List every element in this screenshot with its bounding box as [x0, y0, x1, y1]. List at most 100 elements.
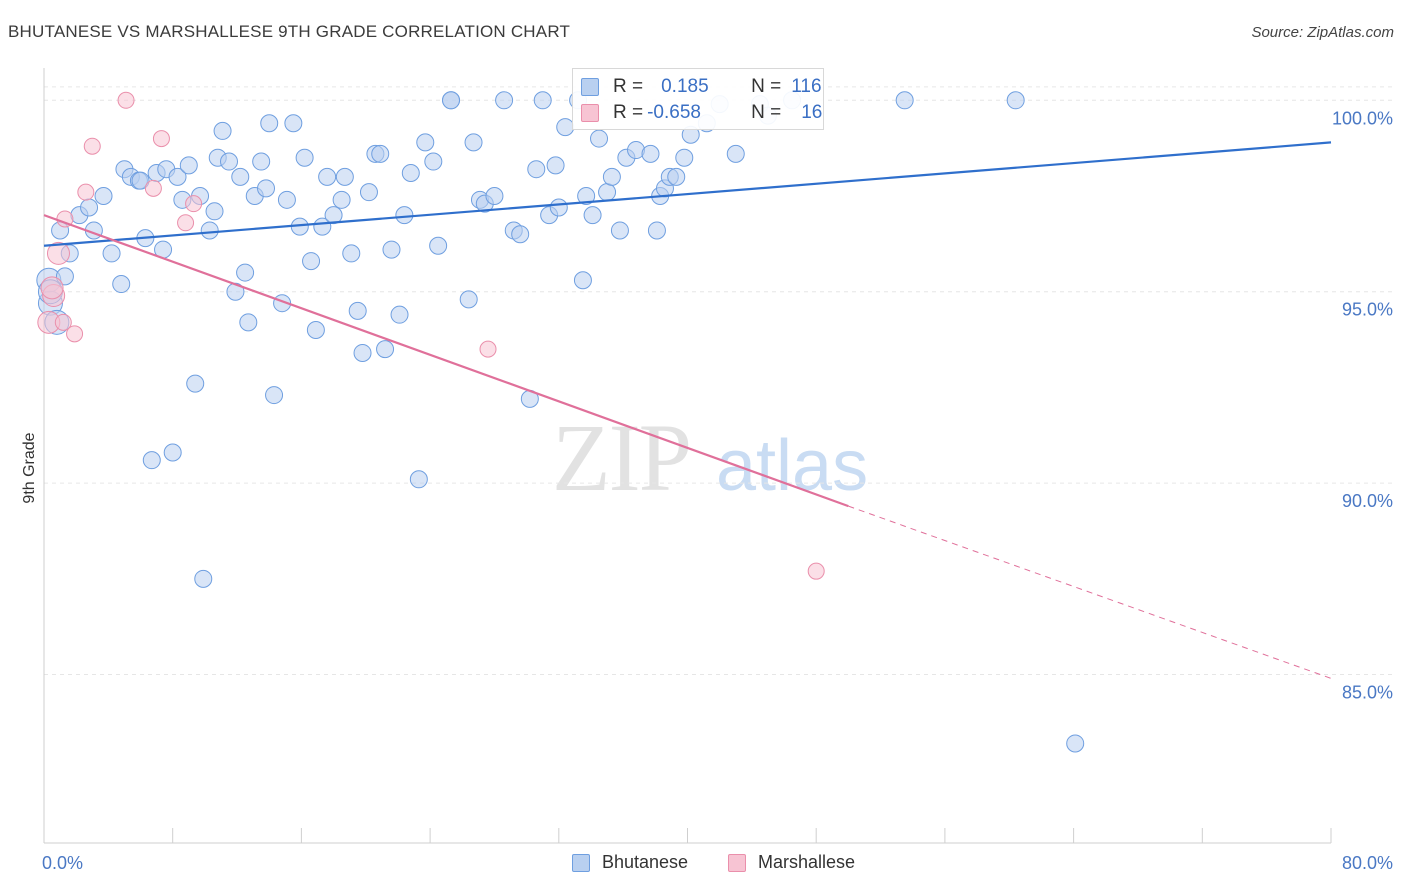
chart-source: Source: ZipAtlas.com [1251, 24, 1394, 41]
bhutanese-point [220, 152, 239, 171]
marshallese-trend-line [43, 214, 849, 508]
legend-n-label: N = [751, 76, 782, 97]
legend-swatch-bhutanese [572, 853, 590, 872]
tick-labels: 85.0% 90.0% 95.0% 100.0% 0.0% 80.0% [42, 108, 1393, 873]
legend-n-value: 16 [801, 102, 823, 123]
marshallese-point [152, 130, 170, 148]
bhutanese-point [647, 221, 666, 240]
marshallese-point [117, 91, 135, 109]
bhutanese-point [359, 183, 378, 202]
legend-swatch-bhutanese [581, 78, 599, 96]
bhutanese-point [549, 198, 568, 217]
bhutanese-point [667, 167, 686, 186]
bhutanese-point [577, 186, 596, 205]
watermark-atlas: atlas [716, 426, 869, 506]
bhutanese-point [102, 244, 121, 263]
axes [43, 68, 1332, 844]
x-tick-label: 0.0% [42, 853, 83, 873]
bhutanese-point [335, 167, 354, 186]
stats-legend: R = 0.185 N = 116 R = -0.658 N = 16 [572, 68, 824, 130]
bhutanese-points [36, 91, 1085, 753]
bhutanese-point [590, 129, 609, 148]
watermark-zip: ZIP [552, 404, 692, 511]
bhutanese-point [895, 91, 914, 110]
marshallese-trend-extension [848, 505, 1332, 679]
bhutanese-point [424, 152, 443, 171]
bhutanese-point [252, 152, 271, 171]
bhutanese-point [200, 221, 219, 240]
legend-item-marshallese[interactable]: Marshallese [728, 852, 855, 873]
marshallese-point [66, 325, 84, 343]
marshallese-point [83, 137, 101, 155]
legend-row-marshallese: R = -0.658 N = 16 [581, 102, 822, 124]
legend-item-bhutanese[interactable]: Bhutanese [572, 852, 688, 873]
bhutanese-point [284, 114, 303, 133]
marshallese-point [46, 241, 70, 265]
bhutanese-point [459, 290, 478, 309]
marshallese-points [37, 91, 825, 580]
bhutanese-point [511, 225, 530, 244]
bhutanese-point [527, 160, 546, 179]
marshallese-point [54, 313, 72, 331]
marshallese-point [40, 276, 64, 300]
series-legend: Bhutanese Marshallese [0, 852, 1406, 876]
bhutanese-point [429, 236, 448, 255]
marshallese-point [177, 214, 195, 232]
bhutanese-point [226, 282, 245, 301]
legend-r-value: 0.185 [661, 76, 709, 97]
bhutanese-point [1066, 734, 1085, 753]
bhutanese-point [94, 186, 113, 205]
bhutanese-point [442, 91, 461, 110]
bhutanese-point [464, 133, 483, 152]
legend-label-bhutanese: Bhutanese [602, 852, 689, 872]
bhutanese-point [726, 144, 745, 163]
bhutanese-point [353, 343, 372, 362]
legend-n-value: 116 [791, 76, 822, 97]
bhutanese-point [675, 148, 694, 167]
y-tick-label: 100.0% [1332, 108, 1393, 128]
bhutanese-point [239, 313, 258, 332]
legend-swatch-marshallese [581, 104, 599, 122]
legend-swatch-marshallese [728, 853, 746, 872]
bhutanese-point [371, 144, 390, 163]
bhutanese-point [80, 198, 99, 217]
bhutanese-point [598, 183, 617, 202]
bhutanese-point [205, 202, 224, 221]
bhutanese-trend-line [43, 141, 1332, 247]
legend-r-value: -0.658 [647, 102, 701, 123]
bhutanese-point [231, 167, 250, 186]
marshallese-point [479, 340, 497, 358]
legend-n-label: N = [751, 102, 782, 123]
bhutanese-point [485, 186, 504, 205]
bhutanese-point [236, 263, 255, 282]
bhutanese-point [112, 275, 131, 294]
bhutanese-point [376, 340, 395, 359]
bhutanese-point [306, 320, 325, 339]
bhutanese-point [318, 167, 337, 186]
legend-label-marshallese: Marshallese [758, 852, 856, 872]
bhutanese-point [602, 167, 621, 186]
bhutanese-point [583, 206, 602, 225]
bhutanese-point [277, 190, 296, 209]
bhutanese-point [324, 206, 343, 225]
bhutanese-point [131, 171, 150, 190]
bhutanese-point [390, 305, 409, 324]
marshallese-point [807, 562, 825, 580]
bhutanese-point [213, 121, 232, 140]
legend-row-bhutanese: R = 0.185 N = 116 [581, 76, 822, 98]
trend-lines [43, 141, 1332, 679]
bhutanese-point [395, 206, 414, 225]
marshallese-point [144, 179, 162, 197]
bhutanese-point [641, 144, 660, 163]
bhutanese-point [179, 156, 198, 175]
marshallese-point [77, 183, 95, 201]
bhutanese-point [142, 451, 161, 470]
x-tick-label: 80.0% [1342, 853, 1393, 873]
bhutanese-point [257, 179, 276, 198]
bhutanese-point [348, 301, 367, 320]
bhutanese-point [401, 164, 420, 183]
bhutanese-point [495, 91, 514, 110]
bhutanese-point [295, 148, 314, 167]
y-tick-label: 90.0% [1342, 491, 1393, 511]
